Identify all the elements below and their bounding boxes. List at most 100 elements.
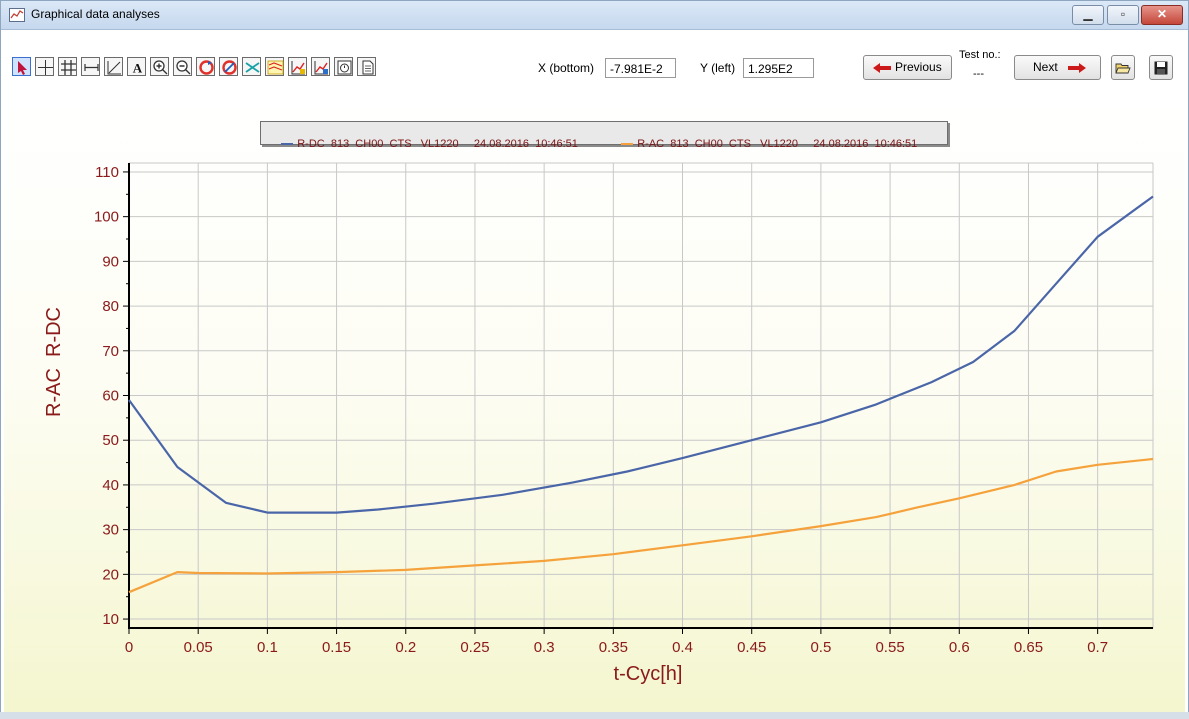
zoom-out-button[interactable] <box>173 57 192 76</box>
axis-scale-icon <box>107 61 121 75</box>
chart-edit2-button[interactable] <box>311 57 330 76</box>
reset-icon <box>222 60 237 75</box>
range-tool-button[interactable] <box>81 57 100 76</box>
x-tick-label: 0.3 <box>534 639 555 656</box>
timer-button[interactable] <box>334 57 353 76</box>
select-tool-button[interactable] <box>12 57 31 76</box>
y-left-field[interactable]: 1.295E2 <box>743 58 814 78</box>
x-tick-label: 0.35 <box>599 639 628 656</box>
text-tool-button[interactable]: A <box>127 57 146 76</box>
y-left-label: Y (left) <box>700 61 736 75</box>
refresh-icon <box>199 60 214 75</box>
x-tick-label: 0.6 <box>949 639 970 656</box>
document-button[interactable] <box>357 57 376 76</box>
minimize-icon: ▁ <box>1083 7 1093 21</box>
grid-icon <box>61 60 76 75</box>
chart-legend: R-DC 813 CH00 CTS VL1220 24.08.2016 10:4… <box>260 121 948 150</box>
stacked-chart-button[interactable] <box>265 57 284 76</box>
previous-button[interactable]: Previous <box>863 55 952 80</box>
crosshair-tool-button[interactable] <box>35 57 54 76</box>
x-tick-label: 0.4 <box>672 639 693 656</box>
x-tick-label: 0 <box>125 639 133 656</box>
svg-text:A: A <box>133 61 143 76</box>
curve-button[interactable] <box>242 57 261 76</box>
zoom-in-icon <box>153 60 168 75</box>
minimize-button[interactable]: ▁ <box>1072 5 1104 25</box>
toolbar: A <box>1 30 1188 100</box>
window-bottom-edge <box>0 712 1189 719</box>
arrow-right-icon <box>1068 63 1086 73</box>
save-icon <box>1154 61 1168 75</box>
x-tick-label: 0.25 <box>460 639 489 656</box>
stacked-chart-icon <box>267 60 284 75</box>
y-tick-label: 100 <box>94 209 119 226</box>
legend-item-r-ac: R-AC 813 CH00 CTS VL1220 24.08.2016 10:4… <box>609 126 917 162</box>
x-bottom-label: X (bottom) <box>538 61 595 75</box>
legend-swatch-r-ac <box>621 143 634 146</box>
restore-icon: ▫ <box>1120 7 1126 21</box>
range-icon <box>84 64 99 71</box>
legend-swatch-r-dc <box>281 143 294 146</box>
close-button[interactable]: ✕ <box>1141 5 1183 25</box>
title-bar: Graphical data analyses ▁ ▫ ✕ <box>1 1 1188 30</box>
chart-ticks: 0 0.05 0.1 0.15 0.2 0.25 0.3 0.35 0.4 0.45 0.5 0.55… <box>94 163 1153 656</box>
y-tick-label: 80 <box>102 298 119 315</box>
arrow-left-icon <box>873 63 891 73</box>
chart-edit-button[interactable] <box>288 57 307 76</box>
y-tick-label: 70 <box>102 343 119 360</box>
x-tick-label: 0.55 <box>875 639 904 656</box>
crosshair-icon <box>38 60 53 75</box>
chart-edit2-icon <box>314 61 328 75</box>
reset-button[interactable] <box>219 57 238 76</box>
refresh-button[interactable] <box>196 57 215 76</box>
test-no-label: Test no.: <box>959 49 1001 61</box>
y-tick-label: 30 <box>102 522 119 539</box>
series-line-r-ac <box>128 457 1154 594</box>
y-tick-label: 10 <box>102 611 119 628</box>
x-tick-label: 0.5 <box>810 639 831 656</box>
zoom-in-button[interactable] <box>150 57 169 76</box>
y-axis-title: R-AC R-DC <box>43 307 65 417</box>
y-tick-label: 110 <box>95 164 119 181</box>
maximize-button[interactable]: ▫ <box>1107 5 1139 25</box>
document-icon <box>362 60 374 75</box>
x-tick-label: 0.05 <box>184 639 213 656</box>
chart-edit-icon <box>291 61 305 75</box>
x-tick-label: 0.65 <box>1014 639 1043 656</box>
timer-icon <box>337 60 352 75</box>
legend-item-r-dc: R-DC 813 CH00 CTS VL1220 24.08.2016 10:4… <box>269 126 578 162</box>
axis-scale-tool-button[interactable] <box>104 57 123 76</box>
select-arrow-icon <box>18 61 27 75</box>
x-bottom-field[interactable]: -7.981E-2 <box>605 58 676 78</box>
close-icon: ✕ <box>1156 7 1168 21</box>
app-chart-icon <box>9 8 25 22</box>
curve-icon <box>245 62 260 73</box>
x-tick-label: 0.2 <box>395 639 416 656</box>
next-button[interactable]: Next <box>1014 55 1101 80</box>
y-tick-label: 60 <box>102 388 119 405</box>
save-button[interactable] <box>1149 55 1173 80</box>
plot-area <box>4 99 1185 713</box>
x-axis-title: t-Cyc[h] <box>614 663 683 685</box>
chart-series <box>128 195 1154 594</box>
test-no-value: --- <box>973 68 984 80</box>
x-tick-label: 0.15 <box>322 639 351 656</box>
window-title: Graphical data analyses <box>31 7 160 21</box>
x-tick-label: 0.7 <box>1087 639 1108 656</box>
legend-label-r-dc: R-DC 813 CH00 CTS VL1220 24.08.2016 10:4… <box>297 138 578 150</box>
next-label: Next <box>1033 60 1058 74</box>
zoom-out-icon <box>176 60 191 75</box>
y-tick-label: 20 <box>102 566 119 583</box>
x-tick-label: 0.45 <box>737 639 766 656</box>
previous-label: Previous <box>895 60 942 74</box>
chart-grid <box>128 162 1154 628</box>
y-tick-label: 90 <box>102 253 119 270</box>
grid-tool-button[interactable] <box>58 57 77 76</box>
text-icon: A <box>133 61 143 76</box>
open-button[interactable] <box>1111 55 1135 80</box>
y-tick-label: 50 <box>102 432 119 449</box>
y-tick-label: 40 <box>102 477 119 494</box>
x-tick-label: 0.1 <box>257 639 278 656</box>
